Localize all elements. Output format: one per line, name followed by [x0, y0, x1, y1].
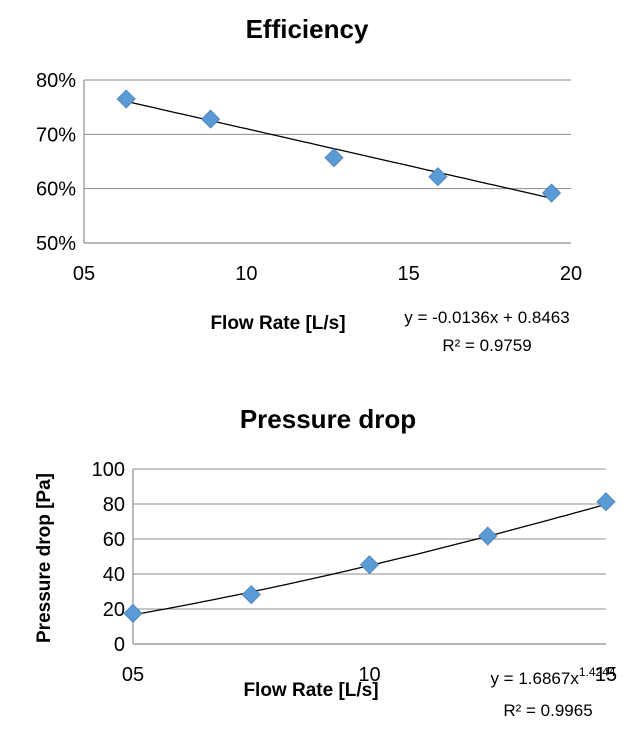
efficiency-y-tick-label: 80%	[36, 70, 76, 92]
pressure-drop-y-tick-label: 40	[103, 564, 125, 586]
efficiency-data-point	[116, 89, 136, 109]
pressure-drop-data-point	[123, 603, 143, 623]
efficiency-data-point	[541, 183, 562, 203]
efficiency-x-tick-label: 15	[398, 263, 420, 285]
efficiency-x-tick-label: 10	[235, 263, 257, 285]
pressure-drop-equation-exponent: 1.4244	[579, 665, 616, 679]
pressure-drop-r-squared: R² = 0.9965	[503, 701, 592, 720]
efficiency-y-tick-label: 70%	[36, 124, 76, 146]
efficiency-y-tick-label: 50%	[36, 233, 76, 255]
pressure-drop-data-point	[359, 555, 380, 575]
pressure-drop-data-points	[123, 492, 616, 623]
pressure-drop-y-tick-label: 20	[103, 599, 125, 621]
efficiency-x-tick-label: 20	[560, 263, 582, 285]
pressure-drop-y-tick-label: 80	[103, 494, 125, 516]
pressure-drop-x-tick-label: 15	[595, 664, 617, 686]
pressure-drop-title: Pressure drop	[240, 404, 416, 434]
efficiency-y-tick-labels: 50% 60% 70% 80%	[36, 70, 76, 255]
pressure-drop-y-axis-label: Pressure drop [Pa]	[34, 473, 55, 643]
pressure-drop-data-point	[596, 492, 616, 512]
pressure-drop-y-tick-labels: 0 20 40 60 80 100	[92, 459, 125, 656]
efficiency-x-axis-label: Flow Rate [L/s]	[210, 313, 345, 334]
efficiency-y-tick-label: 60%	[36, 179, 76, 201]
pressure-drop-data-point	[241, 585, 261, 605]
pressure-drop-y-tick-label: 60	[103, 529, 125, 551]
pressure-drop-x-tick-label: 10	[358, 664, 380, 686]
efficiency-data-point	[428, 167, 448, 187]
pressure-drop-y-tick-label: 0	[114, 634, 125, 656]
efficiency-trendline	[126, 100, 552, 199]
pressure-drop-trendline-equation: y = 1.6867x1.4244	[490, 665, 615, 688]
efficiency-data-point	[324, 148, 344, 168]
efficiency-x-tick-label: 05	[73, 263, 95, 285]
efficiency-gridlines	[83, 79, 571, 244]
pressure-drop-chart: Pressure drop 0 20 40 60 80 100 05 10 15 Pressu…	[34, 404, 617, 720]
efficiency-data-points	[116, 89, 562, 203]
efficiency-data-point	[201, 109, 221, 129]
efficiency-trendline-equation: y = -0.0136x + 0.8463	[404, 308, 569, 327]
efficiency-title: Efficiency	[246, 14, 369, 44]
pressure-drop-x-axis-label: Flow Rate [L/s]	[243, 680, 378, 701]
efficiency-x-tick-labels: 05 10 15 20	[73, 263, 582, 285]
efficiency-r-squared: R² = 0.9759	[442, 336, 531, 355]
pressure-drop-y-tick-label: 100	[92, 459, 125, 481]
pressure-drop-x-tick-labels: 05 10 15	[122, 664, 617, 686]
pressure-drop-x-tick-label: 05	[122, 664, 144, 686]
efficiency-chart: Efficiency 50% 60% 70% 80% 05 10 15 20 Flow Ra…	[36, 14, 582, 355]
pressure-drop-equation-base: y = 1.6867x	[490, 669, 579, 688]
pressure-drop-data-point	[478, 526, 498, 546]
